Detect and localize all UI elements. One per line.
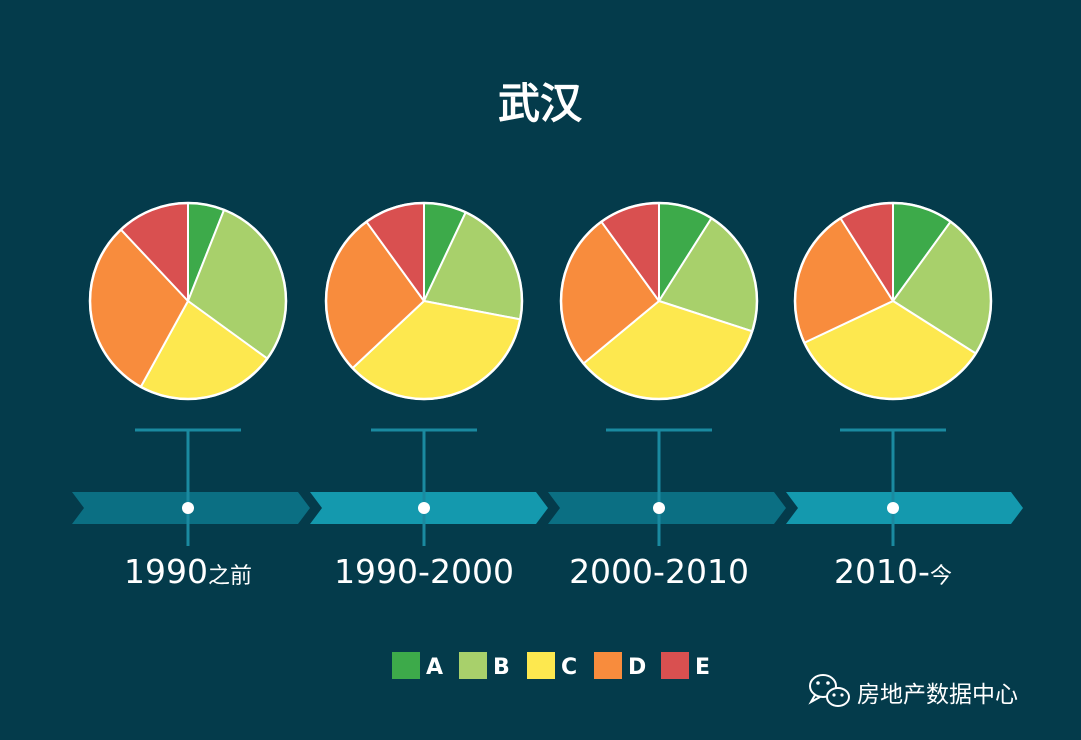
pie-outline [559, 201, 759, 401]
legend-label-d: D [628, 655, 646, 680]
timeline-arrow-segment [548, 492, 786, 524]
period-label: 2000-2010 [569, 552, 749, 591]
period-labels: 1990之前 1990-2000 2000-2010 2010-今 [124, 552, 952, 591]
period-label: 1990-2000 [334, 552, 514, 591]
legend-label-c: C [561, 655, 577, 680]
wechat-icon [808, 674, 850, 707]
legend-swatch-c [527, 652, 555, 679]
brand-watermark: 房地产数据中心 [808, 674, 1018, 708]
pies [88, 201, 993, 401]
timeline-dot [653, 502, 665, 514]
timeline-arrow-segment [786, 492, 1023, 524]
timeline-dot [418, 502, 430, 514]
pie-outline [88, 201, 288, 401]
legend-swatch-b [459, 652, 487, 679]
legend-swatch-e [661, 652, 689, 679]
period-label: 2010-今 [834, 552, 952, 591]
pie-outline [324, 201, 524, 401]
legend-label-e: E [695, 655, 710, 680]
brand-name: 房地产数据中心 [857, 682, 1018, 708]
pie-outline [793, 201, 993, 401]
timeline [72, 428, 1023, 546]
legend-swatch-a [392, 652, 420, 679]
period-label: 1990之前 [124, 552, 252, 591]
legend: A B C D E [392, 652, 710, 680]
legend-swatch-d [594, 652, 622, 679]
timeline-dot [182, 502, 194, 514]
timeline-dot [887, 502, 899, 514]
legend-label-b: B [493, 655, 510, 680]
chart-title: 武汉 [498, 79, 583, 128]
legend-label-a: A [426, 655, 443, 680]
